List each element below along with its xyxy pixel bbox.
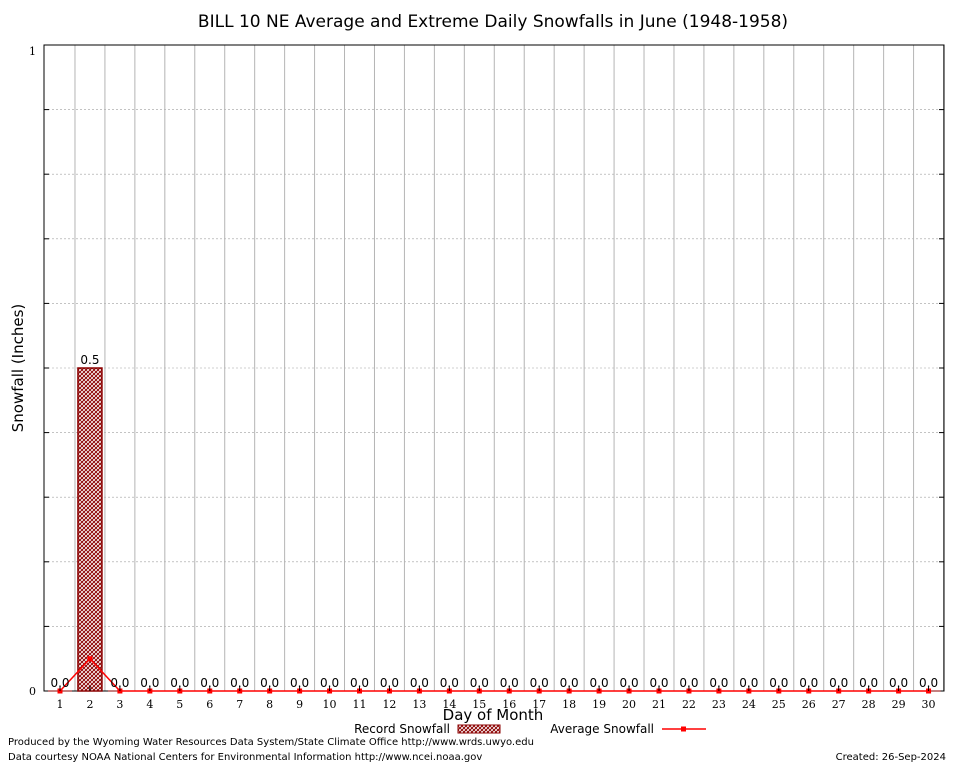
- bar-value-label: 0.0: [320, 676, 339, 690]
- grid-lines: [44, 44, 945, 692]
- bar-value-label: 0.0: [919, 676, 938, 690]
- record-bar: [77, 367, 103, 692]
- y-axis-ticks: 1 0: [29, 45, 36, 698]
- legend-swatch-average-marker: [681, 726, 686, 732]
- bar-value-label: 0.0: [859, 676, 878, 690]
- bar-value-label: 0.0: [50, 676, 69, 690]
- bar-value-label: 0.0: [679, 676, 698, 690]
- x-tick-label: 29: [892, 698, 906, 711]
- bar-value-label: 0.0: [590, 676, 609, 690]
- bar-value-label: 0.0: [560, 676, 579, 690]
- x-tick-label: 16: [502, 698, 516, 711]
- x-tick-label: 26: [802, 698, 816, 711]
- bar-value-label: 0.0: [739, 676, 758, 690]
- x-tick-label: 24: [742, 698, 756, 711]
- bar-value-label: 0.0: [260, 676, 279, 690]
- x-axis-ticks: 1 2 3 4 5 6 7 8 9 10 11 12 13 14 15 16 17 18 19 20 21 22 23 24 2…: [57, 686, 936, 711]
- x-tick-label: 2: [86, 698, 93, 711]
- x-tick-label: 14: [442, 698, 456, 711]
- bar-value-label: 0.0: [799, 676, 818, 690]
- bar-value-label: 0.5: [80, 353, 99, 367]
- x-tick-label: 12: [382, 698, 396, 711]
- legend-label-record: Record Snowfall: [354, 722, 450, 736]
- chart-title: BILL 10 NE Average and Extreme Daily Sno…: [198, 12, 788, 32]
- bar-value-label: 0.0: [440, 676, 459, 690]
- x-tick-label: 17: [532, 698, 546, 711]
- x-tick-label: 27: [832, 698, 846, 711]
- x-tick-label: 15: [472, 698, 486, 711]
- x-tick-label: 11: [353, 698, 367, 711]
- x-tick-label: 1: [57, 698, 64, 711]
- bar-value-label: 0.0: [140, 676, 159, 690]
- bar-value-label: 0.0: [290, 676, 309, 690]
- bar-value-label: 0.0: [170, 676, 189, 690]
- x-tick-label: 25: [772, 698, 786, 711]
- credit-line-1: Produced by the Wyoming Water Resources …: [8, 737, 534, 748]
- x-tick-label: 22: [682, 698, 696, 711]
- bar-value-label: 0.0: [889, 676, 908, 690]
- y-tick-label-1: 1: [29, 45, 36, 58]
- bar-value-label: 0.0: [620, 676, 639, 690]
- x-tick-label: 7: [236, 698, 243, 711]
- bar-value-label: 0.0: [410, 676, 429, 690]
- bar-value-label: 0.0: [530, 676, 549, 690]
- x-tick-label: 13: [412, 698, 426, 711]
- x-tick-label: 28: [862, 698, 876, 711]
- y-tick-label-0: 0: [29, 685, 36, 698]
- bar-value-label: 0.0: [649, 676, 668, 690]
- bar-value-label: 0.0: [200, 676, 219, 690]
- credit-line-2: Data courtesy NOAA National Centers for …: [8, 752, 483, 763]
- bar-value-label: 0.0: [769, 676, 788, 690]
- x-tick-label: 18: [562, 698, 576, 711]
- bar-value-label: 0.0: [470, 676, 489, 690]
- x-tick-label: 5: [176, 698, 183, 711]
- bar-value-label: 0.0: [380, 676, 399, 690]
- bar-value-label: 0.0: [829, 676, 848, 690]
- bar-value-label: 0.0: [500, 676, 519, 690]
- x-tick-label: 6: [206, 698, 213, 711]
- bar-value-label: 0.0: [230, 676, 249, 690]
- x-tick-label: 30: [922, 698, 936, 711]
- created-date: Created: 26-Sep-2024: [835, 752, 946, 763]
- legend-label-average: Average Snowfall: [550, 722, 654, 736]
- x-tick-label: 10: [323, 698, 337, 711]
- x-tick-label: 20: [622, 698, 636, 711]
- bar-value-labels: 0.0 0.5 0.0 0.0 0.0 0.0 0.0 0.0 0.0 0.0 0.0 0.0 0.0 0…: [50, 353, 938, 690]
- average-point: [87, 656, 93, 662]
- bar-value-label: 0.0: [709, 676, 728, 690]
- x-tick-label: 21: [652, 698, 666, 711]
- average-line-path: [59, 657, 929, 692]
- x-tick-label: 19: [592, 698, 606, 711]
- x-tick-label: 8: [266, 698, 273, 711]
- x-tick-label: 3: [116, 698, 123, 711]
- bar-value-label: 0.0: [350, 676, 369, 690]
- x-axis-label: Day of Month: [443, 706, 544, 724]
- y-axis-label: Snowfall (Inches): [9, 304, 27, 432]
- x-tick-label: 23: [712, 698, 726, 711]
- x-tick-label: 9: [296, 698, 303, 711]
- legend: Record Snowfall Average Snowfall: [354, 722, 706, 736]
- bar-value-label: 0.0: [110, 676, 129, 690]
- x-tick-label: 4: [146, 698, 153, 711]
- legend-swatch-record: [457, 724, 501, 734]
